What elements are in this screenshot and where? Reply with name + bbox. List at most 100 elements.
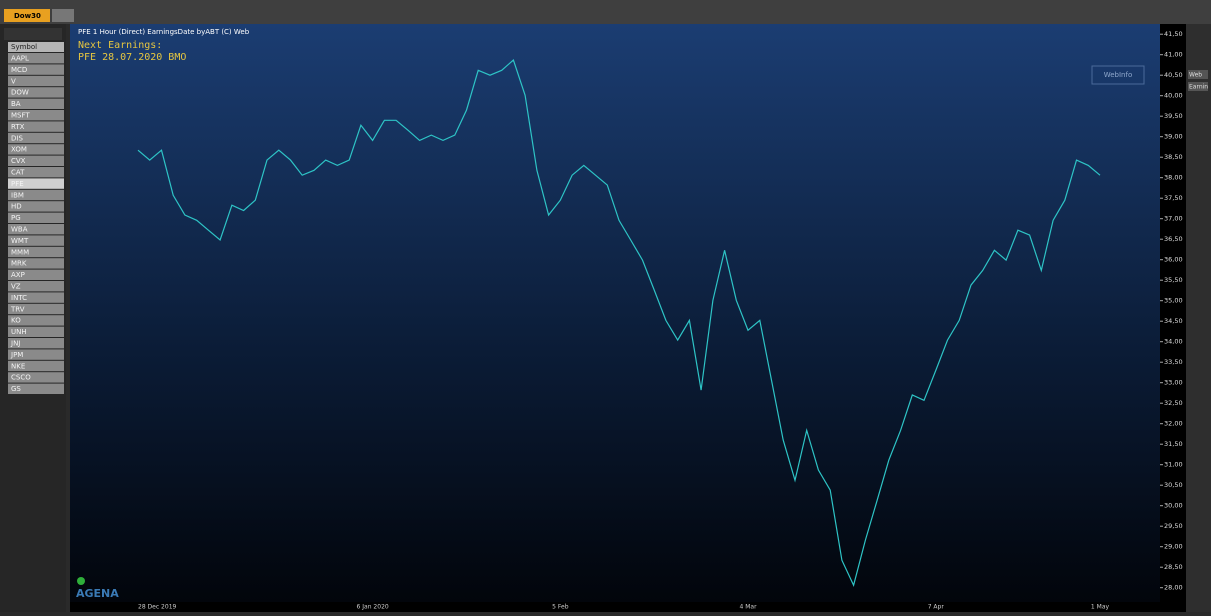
webinfo-button[interactable] [1091, 65, 1145, 85]
symbol-row[interactable] [8, 98, 64, 109]
y-tick-label: 28,50 [1164, 563, 1183, 571]
y-tick-label: 28,00 [1164, 584, 1183, 592]
symbol-row[interactable] [8, 281, 64, 292]
symbol[interactable]: DIS [11, 134, 23, 142]
y-tick-label: 32,50 [1164, 399, 1183, 407]
annotation: PFE 28.07.2020 BMO [78, 52, 186, 63]
y-tick-label: 35,50 [1164, 276, 1183, 284]
y-tick-label: 36,50 [1164, 235, 1183, 243]
tab-icon[interactable] [52, 9, 74, 22]
y-tick-label: 29,00 [1164, 543, 1183, 551]
y-tick-label: 39,00 [1164, 133, 1183, 141]
y-tick-label: 40,00 [1164, 92, 1183, 100]
y-tick-label: 29,50 [1164, 522, 1183, 530]
symbol-row[interactable] [8, 121, 64, 132]
side-button-label[interactable]: Web [1189, 72, 1202, 79]
symbol-row[interactable] [8, 201, 64, 212]
symbol[interactable]: MMM [11, 248, 29, 256]
symbol[interactable]: AXP [11, 271, 25, 279]
y-tick-label: 34,00 [1164, 338, 1183, 346]
symbol-row[interactable] [8, 235, 64, 246]
symbol-row[interactable] [8, 53, 64, 64]
chart-title: PFE 1 Hour (Direct) EarningsDate byABT (… [78, 28, 250, 36]
symbol[interactable]: JPM [10, 351, 23, 359]
y-tick-label: 31,00 [1164, 461, 1183, 469]
symbol[interactable]: JNJ [10, 340, 20, 348]
symbol-row[interactable] [8, 132, 64, 144]
symbol-row[interactable] [8, 189, 64, 201]
symbol-row[interactable] [8, 64, 64, 75]
y-tick-label: 31,50 [1164, 440, 1183, 448]
x-tick-label: 4 Mar [740, 604, 758, 611]
y-tick-label: 33,00 [1164, 379, 1183, 387]
symbol-row[interactable] [8, 315, 64, 326]
symbol-row[interactable] [8, 212, 64, 223]
symbol-row[interactable] [8, 155, 64, 166]
sidebar-header-label[interactable]: Symbol [11, 43, 37, 51]
symbol-row[interactable] [8, 246, 64, 258]
tab[interactable] [4, 9, 50, 22]
symbol[interactable]: MCD [11, 66, 27, 74]
symbol-row[interactable] [8, 338, 64, 349]
symbol[interactable]: MRK [11, 260, 27, 268]
y-tick-label: 37,00 [1164, 215, 1183, 223]
symbol-row[interactable] [8, 224, 64, 235]
webinfo-label[interactable]: WebInfo [1104, 71, 1133, 79]
symbol-row[interactable] [8, 292, 64, 303]
symbol[interactable]: VZ [11, 283, 21, 291]
symbol[interactable]: CAT [11, 169, 25, 177]
symbol[interactable]: AAPL [11, 55, 29, 63]
side-button[interactable] [1188, 70, 1208, 79]
y-tick-label: 41,00 [1164, 51, 1183, 59]
symbol[interactable]: HD [11, 203, 22, 211]
symbol[interactable]: DOW [11, 89, 29, 97]
symbol[interactable]: GS [11, 385, 21, 393]
symbol[interactable]: CVX [11, 157, 26, 165]
side-button-label[interactable]: Earnin [1189, 84, 1208, 91]
sidebar-header[interactable] [8, 42, 64, 52]
side-button[interactable] [1188, 82, 1208, 91]
symbol-row[interactable] [8, 87, 64, 98]
symbol-row[interactable] [8, 383, 64, 394]
symbol[interactable]: MSFT [11, 112, 30, 120]
symbol[interactable]: WMT [11, 237, 29, 245]
y-tick-label: 38,00 [1164, 174, 1183, 182]
symbol[interactable]: PG [11, 214, 21, 222]
y-tick-label: 30,50 [1164, 481, 1183, 489]
symbol[interactable]: KO [11, 317, 21, 325]
symbol[interactable]: IBM [11, 191, 24, 199]
symbol-row[interactable] [8, 269, 64, 280]
x-tick-label: 6 Jan 2020 [357, 604, 389, 611]
symbol-row[interactable] [8, 178, 64, 189]
tab-label[interactable]: Dow30 [14, 12, 41, 20]
symbol[interactable]: WBA [11, 226, 28, 234]
symbol[interactable]: BA [11, 100, 21, 108]
symbol-row[interactable] [8, 326, 64, 337]
y-tick-label: 38,50 [1164, 153, 1183, 161]
y-tick-label: 37,50 [1164, 194, 1183, 202]
symbol[interactable]: CSCO [11, 374, 31, 382]
symbol-row[interactable] [8, 349, 64, 360]
symbol-row[interactable] [8, 258, 64, 269]
symbol-row[interactable] [8, 75, 64, 87]
symbol-row[interactable] [8, 360, 64, 372]
symbol[interactable]: XOM [11, 146, 27, 154]
right-panel [1186, 24, 1211, 612]
symbol-row[interactable] [8, 144, 64, 155]
symbol-row[interactable] [8, 110, 64, 121]
symbol-row[interactable] [8, 372, 64, 383]
symbol[interactable]: RTX [11, 123, 25, 131]
symbol[interactable]: NKE [11, 362, 25, 370]
y-tick-label: 35,00 [1164, 297, 1183, 305]
symbol[interactable]: V [11, 77, 16, 85]
symbol-row[interactable] [8, 167, 64, 178]
symbol[interactable]: PFE [11, 180, 24, 188]
symbol-row[interactable] [8, 303, 64, 315]
top-bar [0, 0, 1211, 24]
symbol[interactable]: INTC [11, 294, 27, 302]
symbol[interactable]: UNH [11, 328, 27, 336]
annotation: Next Earnings: [78, 40, 162, 51]
symbol[interactable]: TRV [10, 305, 25, 313]
